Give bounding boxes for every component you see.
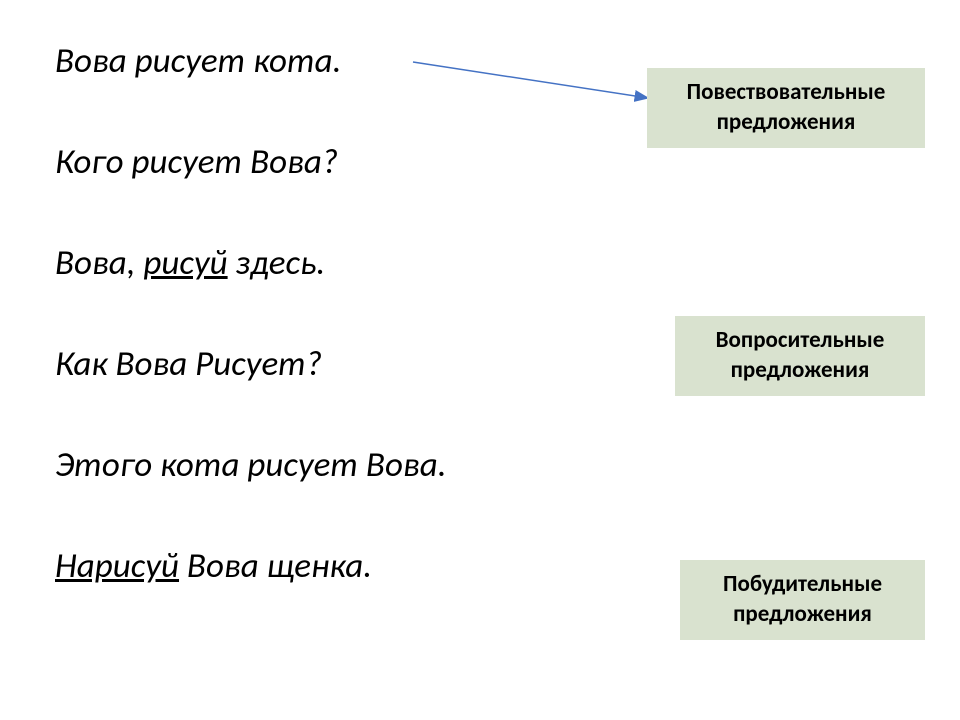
sentence-3: Вова, рисуй здесь. [55, 242, 447, 284]
label-imperative: Побудительные предложения [680, 560, 925, 640]
sentence-5-text: Этого кота рисует Вова. [55, 444, 447, 486]
label-interrogative-line1: Вопросительные [689, 326, 911, 356]
label-declarative-line2: предложения [661, 108, 911, 138]
label-interrogative-line2: предложения [689, 356, 911, 386]
sentence-2-text: Кого рисует Вова? [55, 141, 338, 183]
sentence-list: Вова рисует кота. Кого рисует Вова? Вова… [55, 40, 447, 587]
sentence-6: Нарисуй Вова щенка. [55, 545, 447, 587]
label-imperative-line1: Побудительные [694, 570, 911, 600]
label-declarative: Повествовательные предложения [647, 68, 925, 148]
label-interrogative: Вопросительные предложения [675, 316, 925, 396]
sentence-6-post: Вова щенка. [179, 545, 372, 587]
sentence-6-underline: Нарисуй [55, 545, 179, 587]
label-imperative-line2: предложения [694, 600, 911, 630]
sentence-2: Кого рисует Вова? [55, 141, 447, 183]
sentence-3-pre: Вова, [55, 242, 143, 284]
sentence-3-underline: рисуй [143, 242, 227, 284]
sentence-4: Как Вова Рисует? [55, 343, 447, 385]
label-declarative-line1: Повествовательные [661, 78, 911, 108]
sentence-1-text: Вова рисует кота. [55, 40, 341, 82]
sentence-5: Этого кота рисует Вова. [55, 444, 447, 486]
sentence-4-text: Как Вова Рисует? [55, 343, 322, 385]
sentence-1: Вова рисует кота. [55, 40, 447, 82]
arrow-icon [410, 58, 660, 108]
sentence-3-post: здесь. [228, 242, 326, 284]
